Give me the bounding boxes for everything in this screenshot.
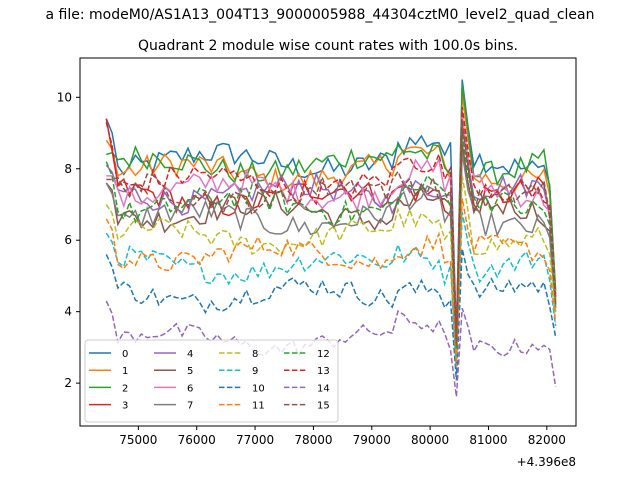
legend-label-3: 3 [122, 401, 128, 412]
legend-label-14: 14 [317, 383, 330, 394]
series-line-12 [105, 134, 557, 350]
x-tick-label: 81000 [469, 433, 507, 447]
suptitle: a file: modeM0/AS1A13_004T13_9000005988_… [46, 7, 595, 23]
series-line-6 [106, 116, 557, 345]
legend-label-12: 12 [317, 349, 330, 360]
legend-box [84, 339, 339, 423]
legend-label-11: 11 [252, 401, 265, 412]
series-line-2 [106, 84, 557, 336]
legend-label-9: 9 [252, 366, 258, 377]
y-tick-label: 8 [64, 162, 72, 176]
legend-label-15: 15 [317, 401, 330, 412]
series-line-14 [105, 300, 557, 397]
legend-label-5: 5 [187, 366, 193, 377]
y-tick-label: 4 [64, 305, 72, 319]
series-line-11 [105, 198, 557, 367]
legend-label-6: 6 [187, 383, 193, 394]
series-line-9 [105, 212, 557, 371]
series-line-8 [105, 175, 557, 361]
y-tick-label: 10 [57, 90, 72, 104]
x-tick-label: 79000 [353, 433, 391, 447]
legend-label-2: 2 [122, 383, 128, 394]
chart-title: Quadrant 2 module wise count rates with … [138, 38, 518, 54]
x-tick-label: 75000 [119, 433, 157, 447]
x-tick-label: 77000 [236, 433, 274, 447]
series-line-1 [105, 93, 557, 338]
x-tick-label: 80000 [411, 433, 449, 447]
series-line-7 [105, 152, 557, 355]
legend-label-13: 13 [317, 366, 330, 377]
plot-frame [79, 57, 577, 427]
legend-label-1: 1 [122, 366, 128, 377]
legend-label-0: 0 [122, 349, 128, 360]
series-line-0 [105, 79, 557, 335]
series-line-4 [105, 120, 557, 346]
x-tick-label: 78000 [294, 433, 332, 447]
series-line-5 [105, 143, 557, 352]
y-tick-label: 2 [64, 376, 72, 390]
legend-label-7: 7 [187, 401, 193, 412]
x-tick-label: 82000 [528, 433, 566, 447]
y-tick-label: 6 [64, 233, 72, 247]
legend-label-4: 4 [187, 349, 193, 360]
offset-text: +4.396e8 [517, 455, 576, 469]
series-line-10 [105, 248, 557, 381]
series-layer [105, 79, 557, 397]
x-tick-label: 76000 [178, 433, 216, 447]
axis-layer: 75000 76000 77000 78000 79000 80000 81000 82000… [57, 90, 566, 447]
legend-label-8: 8 [252, 349, 258, 360]
series-line-15 [106, 120, 557, 346]
legend-label-10: 10 [252, 383, 265, 394]
